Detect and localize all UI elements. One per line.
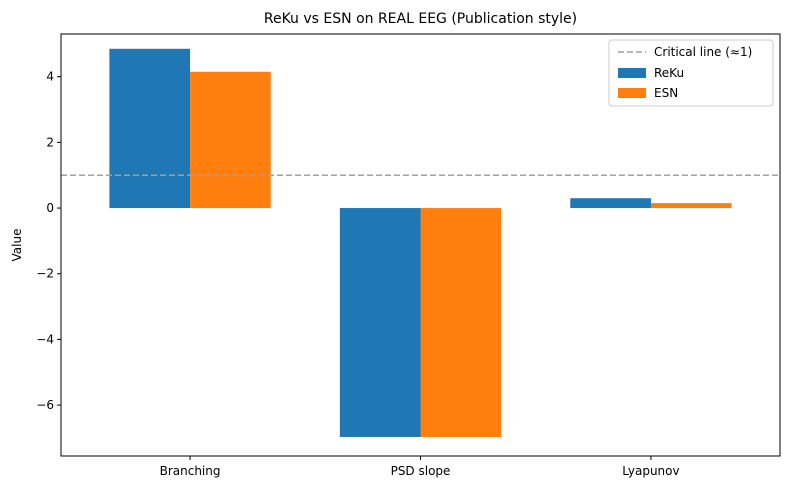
- y-tick-label: −2: [36, 267, 54, 281]
- bar-esn-psd-slope: [420, 208, 502, 437]
- plot-area: [61, 48, 780, 437]
- legend-reku-label: ReKu: [654, 66, 684, 80]
- legend-reku-swatch: [618, 68, 646, 78]
- legend-esn-swatch: [618, 88, 646, 98]
- y-tick-label: 4: [46, 70, 54, 84]
- x-tick-label: Branching: [160, 464, 221, 478]
- chart-title: ReKu vs ESN on REAL EEG (Publication sty…: [264, 11, 577, 27]
- bar-reku-branching: [109, 48, 191, 209]
- legend-box: [608, 39, 774, 107]
- y-tick-label: 0: [46, 201, 54, 215]
- x-tick-label: Lyapunov: [622, 464, 679, 478]
- bar-esn-lyapunov: [650, 203, 732, 209]
- legend-esn-label: ESN: [654, 86, 678, 100]
- bar-reku-psd-slope: [339, 208, 421, 437]
- legend-critical-line-label: Critical line (≈1): [654, 45, 752, 59]
- y-tick-label: 2: [46, 135, 54, 149]
- y-axis-label: Value: [10, 229, 24, 262]
- y-tick-label: −6: [36, 398, 54, 412]
- bar-esn-branching: [190, 71, 271, 209]
- legend: Critical line (≈1) ReKu ESN: [608, 39, 774, 107]
- x-tick-label: PSD slope: [391, 464, 451, 478]
- y-tick-label: −4: [36, 332, 54, 346]
- bar-reku-lyapunov: [570, 198, 651, 209]
